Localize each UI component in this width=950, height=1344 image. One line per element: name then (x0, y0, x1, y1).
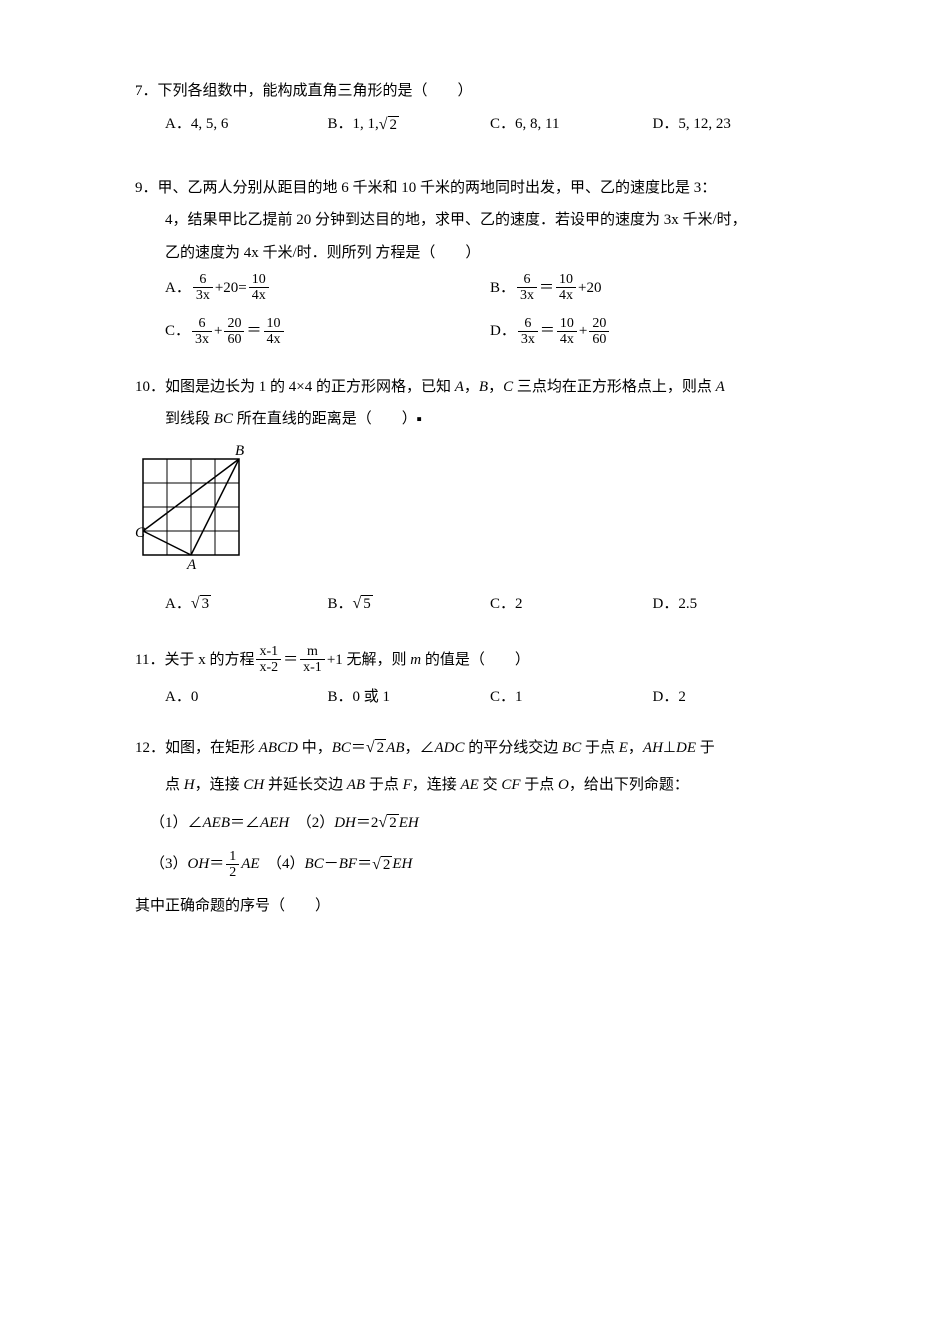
question-7: 7．下列各组数中，能构成直角三角形的是（ ） A． 4, 5, 6 B． 1, … (135, 80, 815, 137)
q10-figure: B C A (135, 441, 815, 579)
svg-text:B: B (235, 443, 244, 459)
q10-options: A． √3 B． √5 C． 2 D． 2.5 (165, 592, 815, 616)
question-11: 11．关于 x 的方程 x-1x-2 ＝ mx-1 +1 无解，则 m 的值是（… (135, 644, 815, 708)
q9-line1: 9．甲、乙两人分别从距目的地 6 千米和 10 千米的两地同时出发，甲、乙的速度… (135, 177, 815, 200)
marker-icon: ■ (417, 415, 422, 424)
q11-options: A． 0 B． 0 或 1 C． 1 D． 2 (165, 686, 815, 709)
q10-opt-a: A． √3 (165, 592, 328, 616)
q9-opt-d: D． 63x ＝ 104x + 2060 (490, 316, 815, 348)
q11-opt-d: D． 2 (653, 686, 816, 709)
q10-opt-b: B． √5 (328, 592, 491, 616)
q10-opt-d: D． 2.5 (653, 592, 816, 616)
q9-row2: C． 63x + 2060 ＝ 104x D． 63x ＝ 104x + 206… (165, 316, 815, 348)
q9-line3: 乙的速度为 4x 千米/时．则所列 方程是（ ） (135, 242, 815, 265)
q11-opt-a: A． 0 (165, 686, 328, 709)
q10-line2: 到线段 BC 所在直线的距离是（ ）■ (135, 408, 815, 431)
q9-opt-b: B． 63x ＝ 104x +20 (490, 272, 815, 304)
q10-opt-c: C． 2 (490, 592, 653, 616)
q12-prop1-2: （1）∠AEB＝∠AEH （2）DH＝2 √2 EH (150, 811, 815, 835)
q7-opt-a: A． 4, 5, 6 (165, 113, 328, 137)
q9-line2: 4，结果甲比乙提前 20 分钟到达目的地，求甲、乙的速度．若设甲的速度为 3x … (135, 209, 815, 232)
question-9: 9．甲、乙两人分别从距目的地 6 千米和 10 千米的两地同时出发，甲、乙的速度… (135, 177, 815, 348)
q9-opt-a: A． 63x +20= 104x (165, 272, 490, 304)
q9-opt-c: C． 63x + 2060 ＝ 104x (165, 316, 490, 348)
q12-line2: 点 H，连接 CH 并延长交边 AB 于点 F，连接 AE 交 CF 于点 O，… (135, 774, 815, 797)
frac-icon: 63x (193, 272, 213, 304)
svg-text:A: A (186, 557, 197, 571)
q10-line1: 10．如图是边长为 1 的 4×4 的正方形网格，已知 A，B，C 三点均在正方… (135, 376, 815, 399)
q11-stem: 11．关于 x 的方程 x-1x-2 ＝ mx-1 +1 无解，则 m 的值是（… (135, 644, 815, 676)
q9-row1: A． 63x +20= 104x B． 63x ＝ 104x +20 (165, 272, 815, 304)
q11-opt-c: C． 1 (490, 686, 653, 709)
q11-opt-b: B． 0 或 1 (328, 686, 491, 709)
q7-opt-c: C． 6, 8, 11 (490, 113, 653, 137)
q7-stem: 7．下列各组数中，能构成直角三角形的是（ ） (135, 80, 815, 103)
q12-line1: 12．如图，在矩形 ABCD 中，BC＝ √2 AB，∠ADC 的平分线交边 B… (135, 736, 815, 760)
svg-text:C: C (135, 525, 146, 541)
q7-opt-b: B． 1, 1, √2 (328, 113, 491, 137)
q12-prop3-4: （3）OH＝ 12 AE （4）BC－BF＝ √2 EH (150, 849, 815, 881)
question-12: 12．如图，在矩形 ABCD 中，BC＝ √2 AB，∠ADC 的平分线交边 B… (135, 736, 815, 917)
question-10: 10．如图是边长为 1 的 4×4 的正方形网格，已知 A，B，C 三点均在正方… (135, 376, 815, 617)
q7-opt-d: D． 5, 12, 23 (653, 113, 816, 137)
sqrt-icon: √2 (379, 113, 399, 137)
q12-line5: 其中正确命题的序号（ ） (135, 895, 815, 918)
q7-options: A． 4, 5, 6 B． 1, 1, √2 C． 6, 8, 11 D． 5,… (165, 113, 815, 137)
grid-figure-svg: B C A (135, 441, 250, 571)
